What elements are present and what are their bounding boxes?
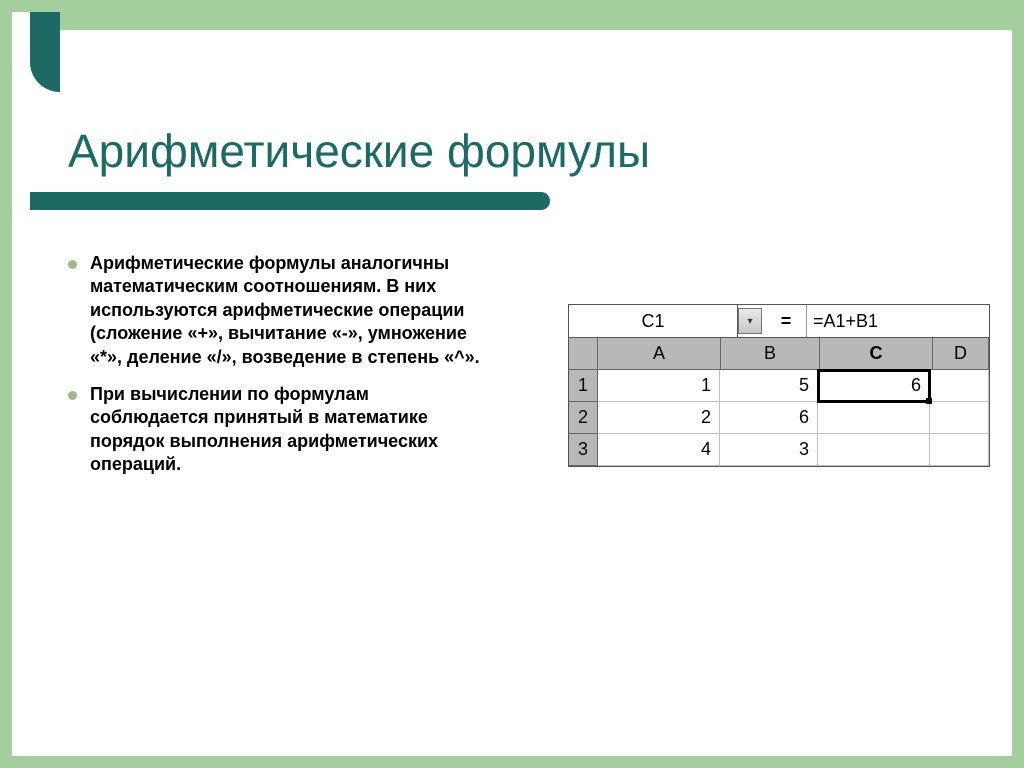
bullet-item: При вычислении по формулам соблюдается п… <box>68 383 488 477</box>
row-header-2[interactable]: 2 <box>569 402 598 434</box>
spreadsheet: C1 ▾ = =A1+B1 A B C D 1 1 5 6 2 2 6 <box>568 304 990 467</box>
cell-c3[interactable] <box>818 434 930 466</box>
slide-title: Арифметические формулы <box>68 124 650 178</box>
cell-d1[interactable] <box>930 370 989 402</box>
column-header-b[interactable]: B <box>721 338 820 370</box>
column-header-d[interactable]: D <box>933 338 989 370</box>
column-header-a[interactable]: A <box>598 338 721 370</box>
bullet-item: Арифметические формулы аналогичны матема… <box>68 252 488 369</box>
header-accent-curve <box>30 12 60 92</box>
slide: Арифметические формулы Арифметические фо… <box>12 12 1012 756</box>
formula-eq-label: = <box>766 305 807 337</box>
cell-a2[interactable]: 2 <box>598 402 720 434</box>
title-underline <box>30 192 550 210</box>
table-row: 1 1 5 6 <box>569 370 989 402</box>
name-box-dropdown-icon[interactable]: ▾ <box>738 308 762 334</box>
column-header-c[interactable]: C <box>820 338 933 370</box>
cell-c2[interactable] <box>818 402 930 434</box>
select-all-corner[interactable] <box>569 338 598 370</box>
cell-d3[interactable] <box>930 434 989 466</box>
cell-c1[interactable]: 6 <box>818 370 930 402</box>
table-row: 3 4 3 <box>569 434 989 466</box>
formula-value: =A1+B1 <box>813 311 878 332</box>
cell-a1[interactable]: 1 <box>598 370 720 402</box>
row-header-1[interactable]: 1 <box>569 370 598 402</box>
formula-input[interactable]: =A1+B1 <box>807 305 989 337</box>
cell-b2[interactable]: 6 <box>720 402 818 434</box>
cell-a3[interactable]: 4 <box>598 434 720 466</box>
row-header-3[interactable]: 3 <box>569 434 598 466</box>
body-text: Арифметические формулы аналогичны матема… <box>68 252 488 491</box>
name-box[interactable]: C1 <box>569 305 738 337</box>
cell-d2[interactable] <box>930 402 989 434</box>
name-box-value: C1 <box>641 311 664 332</box>
column-header-row: A B C D <box>569 338 989 370</box>
cell-b3[interactable]: 3 <box>720 434 818 466</box>
formula-bar-row: C1 ▾ = =A1+B1 <box>569 305 989 338</box>
table-row: 2 2 6 <box>569 402 989 434</box>
bullet-list: Арифметические формулы аналогичны матема… <box>68 252 488 477</box>
cell-b1[interactable]: 5 <box>720 370 818 402</box>
header-accent-top <box>30 12 1012 30</box>
